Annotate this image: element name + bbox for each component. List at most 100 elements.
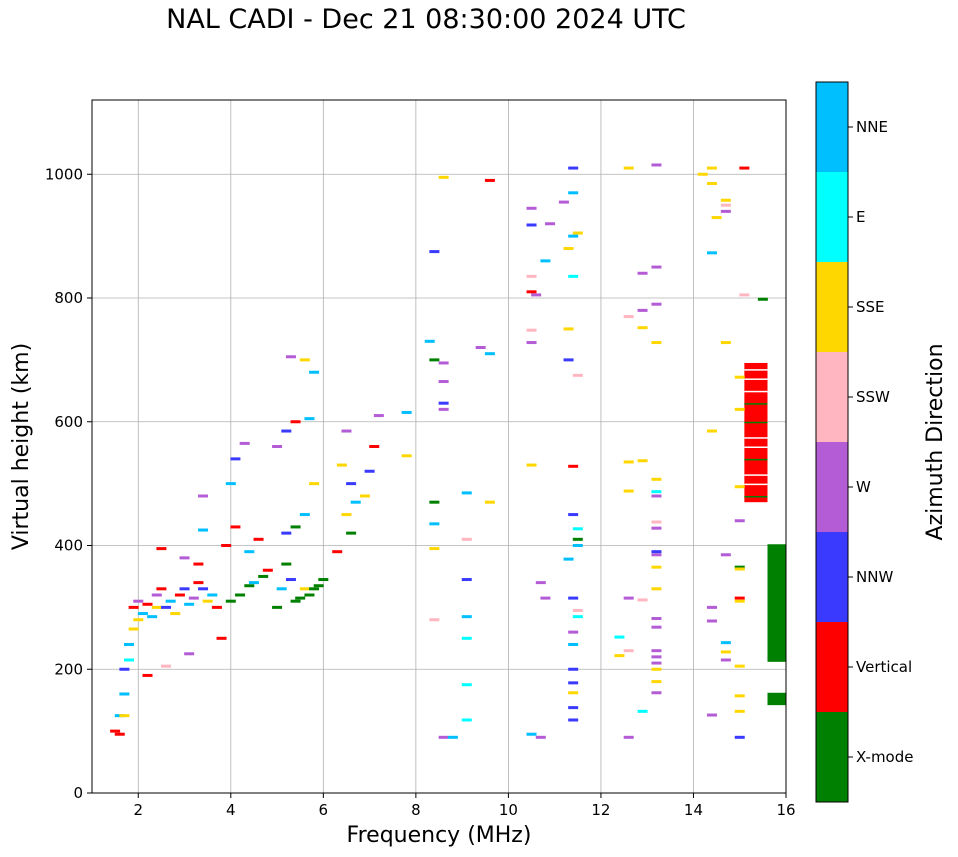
colorbar-tick-label: NNE <box>856 118 888 136</box>
echo-sse <box>563 247 574 250</box>
echo-sse <box>170 612 181 616</box>
echo-ssw <box>651 520 662 524</box>
echo-w <box>545 222 556 226</box>
echo-ssw <box>429 618 440 622</box>
echo-stripe <box>744 496 768 498</box>
echo-e <box>572 615 583 619</box>
echo-ssw <box>461 537 472 541</box>
echo-sse <box>706 182 717 186</box>
echo-x-mode <box>304 593 315 597</box>
echo-sse <box>623 166 634 170</box>
echo-nne <box>424 339 435 343</box>
echo-sse <box>697 172 708 176</box>
plot-area <box>91 99 787 794</box>
echo-e <box>572 527 583 531</box>
echo-sse <box>711 216 722 220</box>
echo-sse <box>734 485 745 489</box>
echo-nne <box>244 550 255 554</box>
echo-sse <box>651 667 662 671</box>
echo-w <box>706 605 717 609</box>
colorbar-tick-label: W <box>856 478 871 496</box>
colorbar-tick-label: E <box>856 208 865 226</box>
colorbar-tick-label: SSE <box>856 298 885 316</box>
echo-w <box>651 691 662 695</box>
echo-stripe <box>744 403 768 405</box>
echo-w <box>151 593 162 597</box>
echo-nnw <box>119 667 130 671</box>
echo-vertical <box>193 581 204 585</box>
echo-nnw <box>198 587 209 591</box>
echo-sse <box>336 463 347 467</box>
echo-w <box>720 209 731 213</box>
echo-x-mode <box>346 531 357 535</box>
echo-w <box>475 346 486 349</box>
y-tick-label: 800 <box>54 289 83 307</box>
x-axis-label: Frequency (MHz) <box>347 823 532 848</box>
echo-nne <box>568 234 579 238</box>
echo-nne <box>276 587 287 591</box>
echo-sse <box>637 459 648 463</box>
echo-e <box>124 658 135 662</box>
echo-nnw <box>346 482 357 486</box>
echo-stripe <box>744 437 768 439</box>
echo-nnw <box>461 578 472 582</box>
echo-w <box>651 649 662 653</box>
echo-sse <box>299 358 310 362</box>
echo-sse <box>526 463 537 467</box>
echo-nne <box>720 641 731 645</box>
echo-sse <box>299 587 310 591</box>
echo-stripe <box>744 446 768 448</box>
echo-sse <box>651 341 662 345</box>
echo-nnw <box>568 706 579 710</box>
echo-vertical <box>230 525 241 529</box>
x-tick-label: 14 <box>684 801 703 819</box>
echo-nne <box>568 643 579 646</box>
echo-nne <box>309 370 320 374</box>
echo-ssw <box>161 664 172 668</box>
echo-sse <box>202 599 213 603</box>
echo-stripe <box>744 458 768 461</box>
echo-e <box>461 636 472 640</box>
echo-nnw <box>161 605 172 609</box>
echo-vertical <box>128 605 139 609</box>
echo-vertical <box>262 568 273 572</box>
echo-vertical <box>332 550 343 554</box>
echo-nnw <box>179 587 190 591</box>
echo-w <box>651 494 662 498</box>
echo-sse <box>623 489 634 493</box>
echo-vertical <box>216 636 227 640</box>
echo-vertical <box>110 729 121 733</box>
echo-w <box>198 494 209 498</box>
echo-w <box>558 200 569 204</box>
echo-nne <box>484 352 495 356</box>
echo-e <box>461 683 472 687</box>
echo-e <box>637 709 648 713</box>
echo-sse <box>429 547 440 551</box>
echo-nnw <box>285 578 296 582</box>
echo-nne <box>184 602 195 606</box>
echo-sse <box>734 407 745 411</box>
echo-w <box>535 735 546 739</box>
echo-w <box>706 619 717 623</box>
colorbar-swatch-w <box>816 442 848 532</box>
echo-w <box>651 163 662 167</box>
echo-stripe <box>744 390 768 393</box>
colorbar-label: Azimuth Direction <box>923 343 948 540</box>
echo-sse <box>637 326 648 330</box>
plot-background <box>92 100 786 793</box>
echo-sse <box>734 567 745 571</box>
echo-x-mode <box>258 574 269 578</box>
echo-nne <box>299 513 310 517</box>
echo-w <box>184 652 195 656</box>
echo-sse <box>651 587 662 591</box>
echo-w <box>734 519 745 523</box>
echo-sse <box>563 327 574 331</box>
echo-vertical <box>568 464 579 468</box>
echo-e <box>461 718 472 722</box>
colorbar-swatch-x-mode <box>816 712 848 802</box>
x-tick-label: 12 <box>591 801 610 819</box>
echo-x-mode <box>429 500 440 504</box>
echo-nne <box>401 410 412 414</box>
echo-w <box>179 556 190 560</box>
echo-nne <box>137 612 148 616</box>
